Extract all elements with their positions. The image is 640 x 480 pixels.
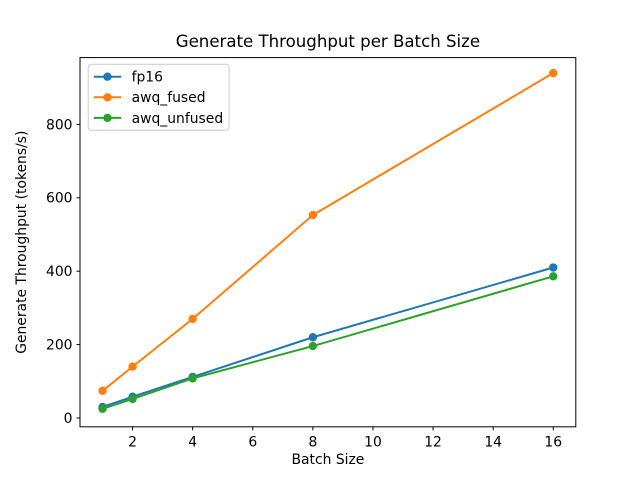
data-point-marker [98,386,107,396]
series-awq_fused [98,68,558,396]
series-awq_unfused [98,272,558,414]
chart-title: Generate Throughput per Batch Size [176,32,480,51]
data-point-marker [128,362,137,371]
x-tick-label: 14 [484,434,502,450]
y-tick-label: 0 [64,411,73,427]
y-tick-label: 600 [46,191,73,207]
legend-marker [103,93,112,102]
y-axis-label: Generate Throughput (tokens/s) [14,131,30,354]
legend-frame [87,63,230,131]
legend-marker [103,72,112,81]
data-point-marker [308,341,318,351]
y-tick-label: 400 [46,264,73,280]
data-point-marker [549,272,558,281]
data-point-marker [188,314,197,324]
x-tick-label: 8 [308,434,317,450]
x-tick-label: 4 [188,434,197,450]
data-point-marker [308,333,318,342]
data-point-marker [308,210,318,220]
data-point-marker [188,374,197,383]
x-tick-label: 2 [128,434,137,450]
x-axis: 2 4 6 8 10 12 14 16 [128,426,562,450]
legend-item-awq_fused: awq_fused [93,90,206,106]
data-point-marker [549,68,558,78]
plot-border [79,57,577,428]
legend: fp16 awq_fused awq_unfused [87,63,230,131]
legend-item-awq_unfused: awq_unfused [93,111,224,127]
x-tick-label: 12 [424,434,442,450]
legend-label: awq_unfused [132,111,224,127]
legend-marker [103,113,112,123]
y-tick-label: 800 [46,117,73,133]
series-container [98,68,558,414]
x-tick-label: 6 [248,434,257,450]
data-point-marker [128,394,137,404]
legend-item-fp16: fp16 [93,70,163,86]
data-point-marker [98,404,107,414]
x-tick-label: 10 [364,434,382,450]
plot-area [79,57,577,428]
y-axis: 0 200 400 600 800 [46,117,80,427]
y-tick-label: 200 [46,337,73,353]
data-point-marker [549,263,558,272]
legend-label: fp16 [132,70,163,86]
x-axis-label: Batch Size [291,452,364,468]
legend-label: awq_fused [132,90,206,106]
x-tick-label: 16 [544,434,562,450]
